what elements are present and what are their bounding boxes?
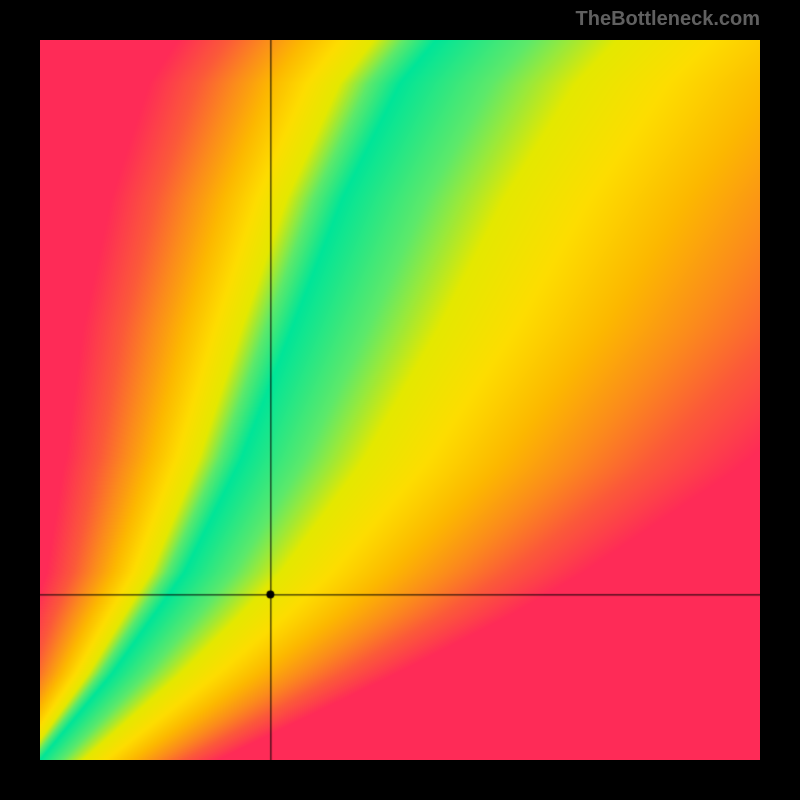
heatmap-canvas [40, 40, 760, 760]
watermark-text: TheBottleneck.com [576, 8, 760, 31]
heatmap-plot [40, 40, 760, 760]
